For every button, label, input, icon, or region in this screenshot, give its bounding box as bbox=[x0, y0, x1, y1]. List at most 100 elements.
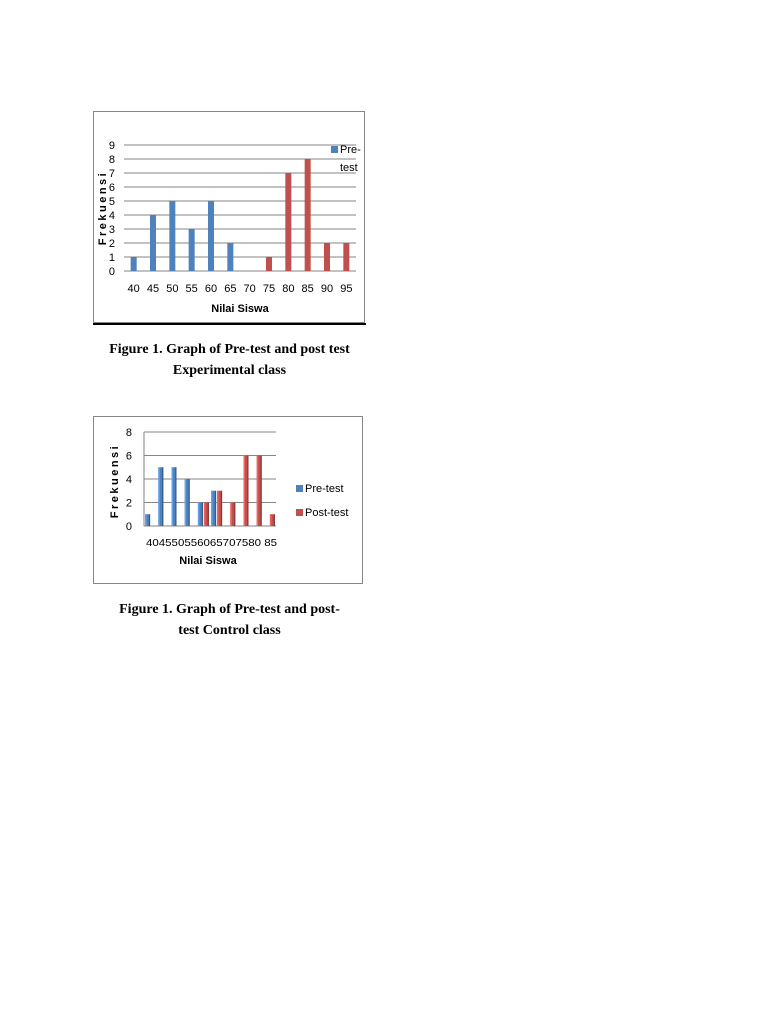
bar-highlight bbox=[217, 490, 219, 526]
y-tick-label: 7 bbox=[109, 168, 115, 180]
bar-post-test bbox=[285, 173, 292, 271]
bar-shadow bbox=[247, 455, 249, 526]
bar-pre-test bbox=[169, 201, 176, 271]
bar-highlight bbox=[211, 490, 213, 526]
bar-shadow bbox=[220, 490, 223, 526]
bar-body bbox=[203, 502, 209, 526]
bar-body bbox=[217, 490, 223, 526]
bar-shadow bbox=[162, 467, 164, 526]
bar-body bbox=[145, 514, 151, 526]
bar-highlight bbox=[197, 502, 200, 526]
bar-shadow bbox=[148, 514, 151, 526]
caption-line: test Control class bbox=[178, 623, 281, 638]
bar-body bbox=[243, 455, 249, 526]
legend-label: test bbox=[340, 162, 358, 174]
y-tick-label: 2 bbox=[109, 238, 115, 250]
legend-swatch-post-test bbox=[296, 509, 303, 516]
bar-body bbox=[197, 502, 203, 526]
bar-highlight bbox=[171, 467, 173, 526]
x-tick-label: 95 bbox=[340, 283, 352, 295]
caption-line: Experimental class bbox=[172, 363, 287, 378]
bar-shadow bbox=[260, 455, 262, 526]
y-tick-label: 0 bbox=[126, 521, 132, 533]
bar-post-test bbox=[304, 159, 311, 271]
x-tick-label: 60 bbox=[205, 283, 217, 295]
chart-experimental-class: 0 1 2 3 4 5 6 7 8 9 40 45 50 55 60 65 70 75 80 85 90 95 Nilai … bbox=[93, 111, 365, 323]
bar-body bbox=[256, 455, 262, 526]
bar-pre-test bbox=[158, 467, 164, 526]
bar-post-test bbox=[256, 455, 262, 526]
bar-post-test bbox=[324, 243, 330, 271]
x-tick-label: 80 bbox=[282, 283, 294, 295]
chart-control-class: 0 2 4 6 8 404550556065707580 85 Nilai Siswa Fre… bbox=[93, 416, 363, 584]
bar-highlight bbox=[158, 467, 160, 526]
y-tick-label: 4 bbox=[109, 210, 115, 222]
y-tick-label: 8 bbox=[109, 154, 115, 166]
y-tick-label: 8 bbox=[126, 427, 132, 439]
bar-pre-test bbox=[208, 201, 214, 271]
chart-control-svg: 0 2 4 6 8 404550556065707580 85 Nilai Siswa Fre… bbox=[109, 427, 348, 567]
y-axis-label: Frekuensi bbox=[109, 444, 121, 518]
bar-body bbox=[230, 502, 236, 526]
legend: Pre-test Post-test bbox=[296, 483, 348, 519]
caption-line: Figure 1. Graph of Pre-test and post- bbox=[119, 602, 340, 617]
figure-caption-control: Figure 1. Graph of Pre-test and post- te… bbox=[93, 599, 366, 641]
y-tick-label: 6 bbox=[126, 451, 132, 463]
bar-post-test bbox=[217, 490, 223, 526]
bar-body bbox=[158, 467, 164, 526]
x-tick-label: 85 bbox=[302, 283, 314, 295]
bar-pre-test bbox=[130, 257, 137, 271]
x-tick-label: 75 bbox=[263, 283, 275, 295]
bar-body bbox=[184, 479, 190, 526]
bar-highlight bbox=[230, 502, 232, 526]
y-axis-label: Frekuensi bbox=[97, 171, 109, 245]
bar-shadow bbox=[273, 514, 275, 526]
y-tick-label: 2 bbox=[126, 498, 132, 510]
legend-label: Pre- bbox=[340, 144, 361, 156]
bar-shadow bbox=[175, 467, 177, 526]
figure-caption-experimental: Figure 1. Graph of Pre-test and post tes… bbox=[93, 339, 366, 381]
caption-line: Figure 1. Graph of Pre-test and post tes… bbox=[109, 342, 350, 357]
y-tick-label: 9 bbox=[109, 140, 115, 152]
bar-shadow bbox=[188, 479, 190, 526]
x-tick-label: 50 bbox=[166, 283, 178, 295]
bar-body bbox=[211, 490, 217, 526]
x-axis-label: Nilai Siswa bbox=[211, 303, 269, 315]
bar-shadow bbox=[234, 502, 236, 526]
bar-highlight bbox=[184, 479, 187, 526]
x-tick-label: 90 bbox=[321, 283, 333, 295]
x-axis-label: Nilai Siswa bbox=[179, 555, 237, 567]
bar-pre-test bbox=[227, 243, 234, 271]
y-tick-label: 1 bbox=[109, 252, 115, 264]
y-tick-label: 4 bbox=[126, 474, 132, 486]
x-tick-label: 45 bbox=[147, 283, 159, 295]
x-tick-labels: 404550556065707580 85 bbox=[146, 537, 277, 549]
bar-pre-test bbox=[211, 490, 217, 526]
legend: Pre-test bbox=[331, 144, 361, 174]
bar-post-test bbox=[269, 514, 275, 526]
bar-pre-test bbox=[197, 502, 203, 526]
bar-post-test bbox=[343, 243, 350, 271]
bar-shadow bbox=[201, 502, 203, 526]
x-tick-label: 70 bbox=[244, 283, 256, 295]
bar-post-test bbox=[203, 502, 209, 526]
y-tick-label: 5 bbox=[109, 196, 115, 208]
legend-label: Pre-test bbox=[305, 483, 344, 495]
legend-swatch-pre-test bbox=[296, 485, 303, 492]
bar-body bbox=[171, 467, 177, 526]
bar-shadow bbox=[214, 490, 217, 526]
legend-label: Post-test bbox=[305, 507, 348, 519]
chart-underline bbox=[93, 323, 366, 325]
bar-post-test bbox=[266, 257, 272, 271]
bar-pre-test bbox=[145, 514, 151, 526]
bar-post-test bbox=[243, 455, 249, 526]
bar-highlight bbox=[145, 514, 147, 526]
x-tick-label: 55 bbox=[186, 283, 198, 295]
x-tick-label: 40 bbox=[128, 283, 140, 295]
y-tick-label: 3 bbox=[109, 224, 115, 236]
y-tick-label: 0 bbox=[109, 266, 115, 278]
bar-shadow bbox=[207, 502, 209, 526]
bar-highlight bbox=[243, 455, 245, 526]
bar-pre-test bbox=[184, 479, 190, 526]
